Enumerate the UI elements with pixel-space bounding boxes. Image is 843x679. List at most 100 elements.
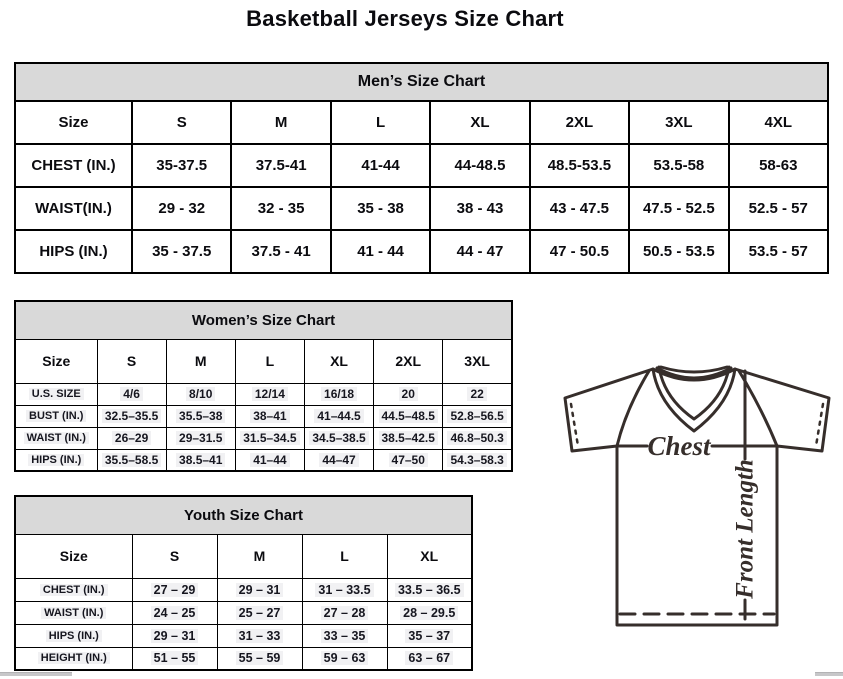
value-cell: 35 – 37: [386, 623, 473, 648]
value-cell-text: 16/18: [321, 387, 358, 401]
value-cell: 24 – 25: [131, 600, 218, 625]
womens-size-chart-section: Women’s Size Chart Size S M L XL 2XL 3XL U.S. SI…: [14, 300, 513, 472]
row-label-cell: WAIST (IN.): [14, 600, 133, 625]
value-cell: 29 - 32: [130, 186, 233, 231]
value-cell: 31.5–34.5: [234, 426, 305, 450]
value-cell: 37.5-41: [230, 143, 332, 188]
size-column-header: L: [234, 338, 305, 384]
mens-size-chart-section: Men’s Size Chart Size S M L XL 2XL 3XL 4XL CHEST …: [14, 62, 830, 274]
size-column-header: XL: [429, 100, 531, 145]
size-column-header: L: [329, 100, 432, 145]
value-cell-text: 26–29: [111, 431, 152, 445]
value-cell: 38.5–41: [165, 448, 236, 472]
size-column-header: L: [301, 533, 388, 579]
size-column-header: 2XL: [373, 338, 444, 384]
value-cell: 47 - 50.5: [528, 229, 631, 274]
row-label-cell: CHEST (IN.): [14, 577, 133, 602]
value-cell-text: 29–31.5: [176, 431, 226, 445]
value-cell: 52.5 - 57: [727, 186, 830, 231]
value-cell: 32 - 35: [230, 186, 332, 231]
jersey-outline-icon: [563, 365, 831, 627]
size-column-header: 3XL: [442, 338, 513, 384]
value-cell: 59 – 63: [301, 646, 388, 671]
value-cell-text: 27 – 29: [150, 582, 199, 597]
size-column-header: S: [96, 338, 167, 384]
row-label-cell-text: WAIST (IN.): [23, 432, 89, 444]
value-cell-text: 12/14: [251, 387, 288, 401]
value-cell-text: 41–44: [250, 452, 290, 467]
youth-size-table: Youth Size Chart Size S M L XL CHEST (IN.) 27 –…: [14, 495, 473, 671]
table-row: BUST (IN.) 32.5–35.5 35.5–38 38–41 41–44.5 44…: [14, 404, 513, 428]
size-column-header: M: [216, 533, 303, 579]
front-length-label: Front Length: [732, 459, 759, 600]
value-cell: 63 – 67: [386, 646, 473, 671]
value-cell: 43 - 47.5: [528, 186, 631, 231]
value-cell: 46.8–50.3: [442, 426, 513, 450]
value-cell: 51 – 55: [131, 646, 218, 671]
value-cell-text: 22: [467, 387, 487, 401]
row-label-cell-text: HIPS (IN.): [28, 453, 85, 466]
value-cell-text: 51 – 55: [150, 651, 199, 666]
value-cell-text: 29 – 31: [235, 582, 284, 597]
value-cell: 55 – 59: [216, 646, 303, 671]
size-header-cell: Size: [14, 533, 133, 579]
row-label-cell: WAIST (IN.): [14, 426, 98, 450]
value-cell: 27 – 28: [301, 600, 388, 625]
value-cell: 38–41: [234, 404, 305, 428]
value-cell: 48.5-53.5: [528, 143, 631, 188]
value-cell-text: 4/6: [120, 387, 143, 401]
men-size-table: Men’s Size Chart Size S M L XL 2XL 3XL 4XL CHEST …: [14, 62, 830, 274]
table-title-row: Men’s Size Chart: [14, 62, 829, 102]
size-header-row: Size S M L XL 2XL 3XL 4XL: [14, 100, 830, 145]
table-row: WAIST (IN.) 24 – 25 25 – 27 27 – 28 28 – 29.…: [14, 600, 473, 625]
value-cell: 31 – 33.5: [301, 577, 388, 602]
value-cell-text: 63 – 67: [405, 651, 454, 666]
value-cell: 35.5–58.5: [96, 448, 167, 472]
value-cell-text: 33.5 – 36.5: [394, 582, 464, 597]
size-column-header: M: [230, 100, 332, 145]
size-header-row: Size S M L XL 2XL 3XL: [14, 338, 513, 384]
scrollbar-fragment-right[interactable]: [815, 672, 843, 676]
table-row: HIPS (IN.) 29 – 31 31 – 33 33 – 35 35 – 37: [14, 623, 473, 648]
row-label-cell-text: HEIGHT (IN.): [37, 652, 110, 665]
youth-table-title: Youth Size Chart: [14, 495, 473, 535]
jersey-diagram: Chest Front Length: [563, 365, 831, 627]
row-label-cell: HEIGHT (IN.): [14, 646, 133, 671]
size-header-row: Size S M L XL: [14, 533, 473, 579]
size-header-cell: Size: [14, 100, 133, 145]
size-column-header: 3XL: [628, 100, 730, 145]
row-label-cell-text: WAIST (IN.): [41, 606, 107, 619]
value-cell-text: 38–41: [250, 409, 290, 423]
value-cell-text: 31 – 33.5: [315, 582, 374, 597]
row-label-cell: U.S. SIZE: [14, 382, 98, 406]
row-label-cell: HIPS (IN.): [14, 623, 133, 648]
value-cell-text: 8/10: [186, 387, 216, 401]
value-cell: 50.5 - 53.5: [628, 229, 730, 274]
scrollbar-fragment-left[interactable]: [0, 672, 72, 676]
value-cell: 38.5–42.5: [373, 426, 444, 450]
value-cell: 29 – 31: [131, 623, 218, 648]
value-cell-text: 46.8–50.3: [447, 431, 507, 445]
value-cell: 16/18: [303, 382, 375, 406]
value-cell: 35-37.5: [130, 143, 233, 188]
value-cell-text: 55 – 59: [235, 651, 284, 666]
value-cell: 41–44: [234, 448, 305, 472]
value-cell-text: 28 – 29.5: [400, 605, 459, 620]
table-title-row: Youth Size Chart: [14, 495, 473, 535]
row-label-cell: BUST (IN.): [14, 404, 98, 428]
value-cell-text: 24 – 25: [150, 605, 199, 620]
size-header-cell: Size: [14, 338, 98, 384]
row-label-cell: WAIST(IN.): [14, 186, 133, 231]
value-cell: 35 - 37.5: [130, 229, 233, 274]
value-cell: 52.8–56.5: [442, 404, 513, 428]
women-size-table: Women’s Size Chart Size S M L XL 2XL 3XL U.S. SI…: [14, 300, 513, 472]
chest-label: Chest: [647, 431, 712, 461]
table-title-row: Women’s Size Chart: [14, 300, 513, 340]
value-cell: 33 – 35: [301, 623, 388, 648]
value-cell: 29–31.5: [165, 426, 236, 450]
youth-size-chart-section: Youth Size Chart Size S M L XL CHEST (IN.) 27 –…: [14, 495, 473, 671]
value-cell: 29 – 31: [216, 577, 303, 602]
size-column-header: 4XL: [727, 100, 830, 145]
row-label-cell-text: BUST (IN.): [26, 410, 87, 422]
value-cell-text: 29 – 31: [150, 628, 199, 643]
